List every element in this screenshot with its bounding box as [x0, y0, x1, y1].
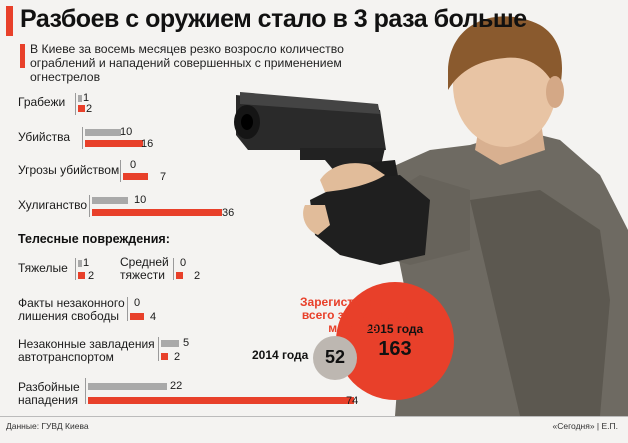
- bracket-line: [127, 297, 128, 321]
- total-2014-label: 2014 года: [252, 348, 309, 362]
- bar-2015-threats: [123, 173, 149, 180]
- bracket-line: [85, 378, 86, 404]
- bracket-line: [82, 127, 83, 149]
- value-label-2015-car-theft: 2: [174, 351, 181, 363]
- value-label-2015-armed-robbery: 74: [346, 395, 359, 407]
- value-label-2014-severe: 1: [83, 257, 90, 269]
- bar-2015-severe: [78, 272, 86, 279]
- value-label-2014-threats: 0: [130, 159, 137, 171]
- ear-shape: [546, 76, 564, 108]
- cat-label-car-theft: Незаконные завладения автотранспортом: [18, 337, 155, 364]
- value-label-2015-severe: 2: [88, 270, 95, 282]
- title-accent-bar: [6, 6, 13, 36]
- bar-2014-severe: [78, 260, 82, 267]
- value-label-2014-armed-robbery: 22: [170, 380, 183, 392]
- bar-2014-hooliganism: [92, 197, 128, 204]
- hair-shape: [448, 16, 563, 95]
- bar-2015-hooliganism: [92, 209, 222, 216]
- jacket-shade: [470, 190, 610, 416]
- value-label-2014-car-theft: 5: [183, 337, 190, 349]
- value-label-2014-detention: 0: [134, 297, 141, 309]
- bar-2015-detention: [130, 313, 145, 320]
- bracket-line: [158, 337, 159, 361]
- subtitle-accent-bar: [20, 44, 25, 68]
- bracket-line: [120, 160, 121, 182]
- bracket-line: [75, 93, 76, 115]
- value-label-2014-robberies: 1: [83, 92, 90, 104]
- total-2014-value: 52: [324, 347, 346, 367]
- value-label-2014-medium: 0: [180, 257, 187, 269]
- bar-2015-car-theft: [161, 353, 169, 360]
- cat-label-unlawful-detention: Факты незаконного лишения свободы: [18, 296, 125, 323]
- glove-shape: [310, 175, 430, 265]
- bar-2014-robberies: [78, 95, 82, 102]
- cat-label-robberies: Грабежи: [18, 95, 66, 109]
- total-2015-circle: 2015 года 163: [336, 282, 454, 400]
- total-2015-label: 2015 года: [366, 322, 424, 336]
- subtitle: В Киеве за восемь месяцев резко возросло…: [30, 42, 344, 84]
- cat-label-hooliganism: Хулиганство: [18, 198, 88, 212]
- credit-note: «Сегодня» | Е.П.: [552, 421, 618, 431]
- thumb-shape: [320, 163, 385, 192]
- value-label-2014-murders: 10: [120, 126, 133, 138]
- source-note: Данные: ГУВД Киева: [6, 421, 89, 431]
- footer-divider: [0, 416, 628, 417]
- finger-shape: [303, 205, 330, 235]
- value-label-2015-detention: 4: [150, 311, 157, 323]
- bar-2014-armed-robbery: [88, 383, 168, 390]
- cat-label-armed-robbery: Разбойные нападения: [18, 380, 80, 407]
- value-label-2015-medium: 2: [194, 270, 201, 282]
- cat-label-severe: Тяжелые: [18, 261, 68, 275]
- value-label-2015-threats: 7: [160, 171, 167, 183]
- bar-2014-murders: [85, 129, 121, 136]
- totals-label: Зарегистрировано всего за первые 8 месяц…: [300, 295, 411, 335]
- value-label-2014-hooliganism: 10: [134, 194, 147, 206]
- bracket-line: [173, 258, 174, 280]
- cat-label-threats: Угрозы убийством: [18, 163, 120, 177]
- bar-2015-murders: [85, 140, 143, 147]
- value-label-2015-robberies: 2: [86, 103, 93, 115]
- pistol-bore: [241, 114, 253, 130]
- bar-2015-medium: [176, 272, 184, 279]
- bar-2015-robberies: [78, 105, 86, 112]
- bracket-line: [75, 258, 76, 280]
- bar-2015-armed-robbery: [88, 397, 355, 404]
- bar-2014-car-theft: [161, 340, 179, 347]
- cat-label-medium: Средней тяжести: [120, 255, 169, 282]
- cat-label-murders: Убийства: [18, 130, 71, 144]
- value-label-2015-hooliganism: 36: [222, 207, 235, 219]
- bracket-line: [89, 195, 90, 217]
- value-label-2015-murders: 16: [141, 138, 154, 150]
- section-heading-injuries: Телесные повреждения:: [18, 232, 170, 246]
- pistol-top: [240, 92, 380, 114]
- page-title: Разбоев с оружием стало в 3 раза больше: [20, 5, 527, 33]
- total-2014-circle: 52: [313, 336, 357, 380]
- total-2015-value: 163: [378, 338, 412, 360]
